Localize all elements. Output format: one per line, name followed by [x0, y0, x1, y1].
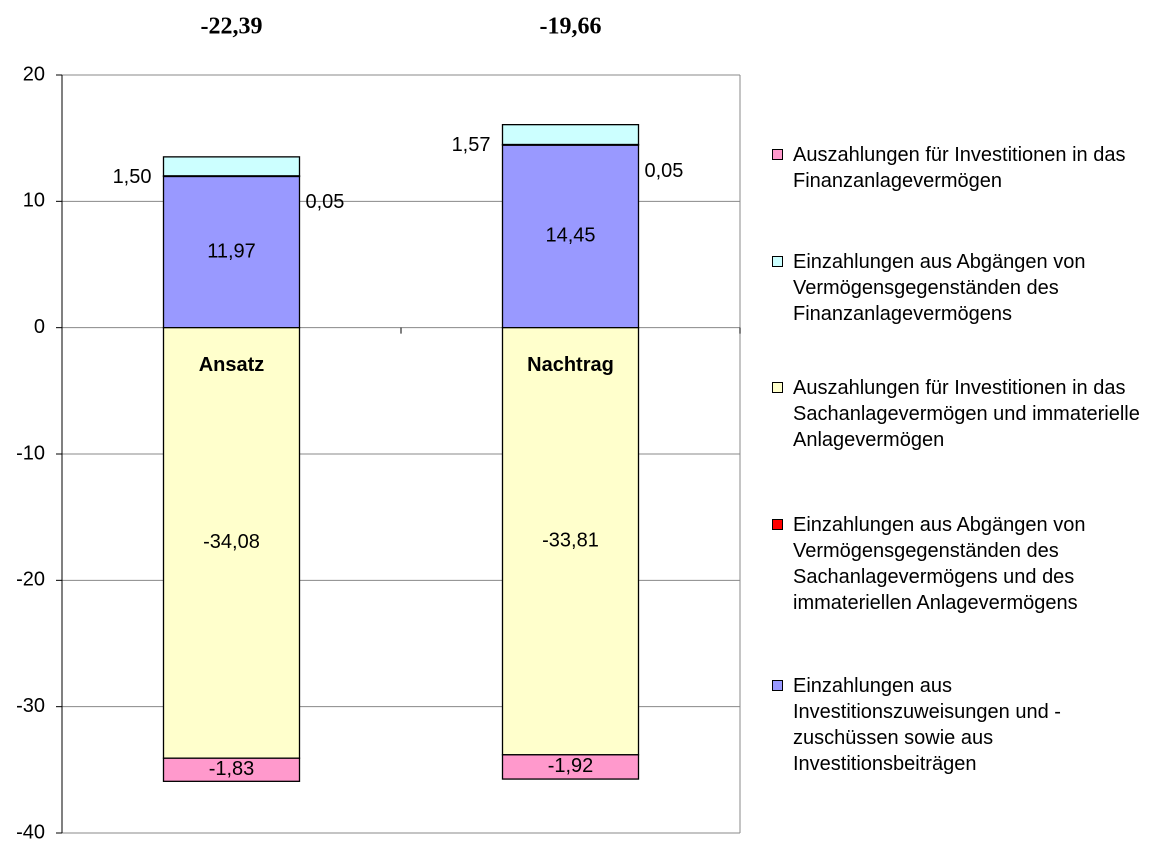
bar-segment	[162, 156, 301, 177]
legend-swatch	[772, 382, 783, 393]
legend-label: Einzahlungen aus Abgängen von Vermögensg…	[793, 251, 1086, 325]
y-tick-label: -20	[16, 569, 45, 591]
y-tick-label: 20	[23, 63, 45, 85]
total-label: -22,39	[201, 14, 263, 40]
legend-swatch	[772, 256, 783, 267]
legend-swatch	[772, 149, 783, 160]
category-label: Ansatz	[199, 354, 265, 376]
legend-item: Auszahlungen für Investitionen in das Fi…	[772, 142, 1163, 194]
y-tick-label: 10	[23, 190, 45, 212]
bar-segment	[162, 757, 301, 782]
value-label: -34,08	[203, 531, 260, 553]
value-label: 14,45	[545, 225, 595, 247]
value-label: -1,83	[209, 758, 255, 780]
value-label: 1,50	[113, 166, 152, 188]
value-label: 0,05	[645, 160, 684, 182]
value-label: -1,92	[548, 755, 594, 777]
value-label: 1,57	[452, 134, 491, 156]
legend-label: Auszahlungen für Investitionen in das Sa…	[793, 377, 1140, 451]
legend-label: Auszahlungen für Investitionen in das Fi…	[793, 144, 1126, 192]
value-label: 0,05	[306, 191, 345, 213]
legend-label: Einzahlungen aus Investitionszuweisungen…	[793, 675, 1061, 775]
legend-item: Auszahlungen für Investitionen in das Sa…	[772, 375, 1163, 453]
y-tick-label: 0	[34, 316, 45, 338]
legend-swatch	[772, 519, 783, 530]
y-tick-label: -10	[16, 442, 45, 464]
bar-segment	[501, 144, 640, 329]
legend-item: Einzahlungen aus Abgängen von Vermögensg…	[772, 249, 1163, 327]
y-tick-label: -40	[16, 821, 45, 841]
bar-segment	[501, 123, 640, 146]
value-label: -33,81	[542, 530, 599, 552]
bar-segment	[501, 754, 640, 780]
legend-item: Einzahlungen aus Abgängen von Vermögensg…	[772, 512, 1163, 616]
category-label: Nachtrag	[527, 354, 614, 376]
value-label: 11,97	[207, 240, 256, 262]
bar-segment	[162, 175, 301, 329]
bar-segment	[162, 327, 301, 759]
legend-item: Einzahlungen aus Investitionszuweisungen…	[772, 673, 1163, 777]
y-tick-label: -30	[16, 695, 45, 717]
legend-label: Einzahlungen aus Abgängen von Vermögensg…	[793, 514, 1086, 614]
bar-segment	[501, 327, 640, 756]
legend-swatch	[772, 680, 783, 691]
total-label: -19,66	[540, 14, 602, 40]
